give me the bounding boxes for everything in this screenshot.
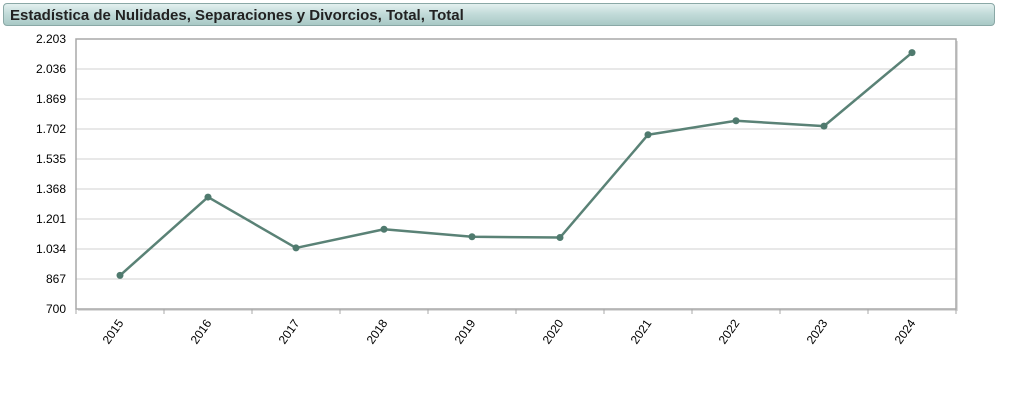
y-tick-label: 1.368 (36, 182, 66, 196)
y-tick-label: 1.535 (36, 152, 66, 166)
data-point (468, 233, 476, 241)
y-tick-label: 700 (46, 302, 66, 316)
x-tick-label: 2018 (364, 316, 391, 346)
y-tick-label: 1.034 (36, 242, 66, 256)
data-point (556, 234, 564, 242)
data-point (380, 225, 388, 233)
x-tick-label: 2022 (716, 316, 743, 346)
x-tick-label: 2020 (540, 316, 567, 346)
data-point (292, 244, 300, 252)
x-tick-label: 2017 (276, 316, 303, 346)
x-tick-label: 2016 (188, 316, 215, 346)
data-point (908, 49, 916, 57)
data-point (820, 122, 828, 130)
y-tick-label: 867 (46, 272, 66, 286)
x-tick-label: 2019 (452, 316, 479, 346)
data-point (116, 271, 124, 279)
y-tick-label: 2.036 (36, 62, 66, 76)
x-tick-label: 2015 (100, 316, 127, 346)
chart-title: Estadística de Nulidades, Separaciones y… (10, 7, 464, 24)
y-tick-label: 1.702 (36, 122, 66, 136)
data-point (732, 117, 740, 125)
x-tick-label: 2024 (892, 316, 919, 346)
x-tick-label: 2023 (804, 316, 831, 346)
data-point (644, 131, 652, 139)
series-line (119, 51, 913, 277)
y-tick-label: 1.869 (36, 92, 66, 106)
data-point (204, 193, 212, 201)
x-tick-label: 2021 (628, 316, 655, 346)
y-tick-label: 1.201 (36, 212, 66, 226)
y-tick-label: 2.203 (36, 32, 66, 46)
chart-title-bar: Estadística de Nulidades, Separaciones y… (3, 3, 995, 26)
plot-area (76, 39, 956, 309)
